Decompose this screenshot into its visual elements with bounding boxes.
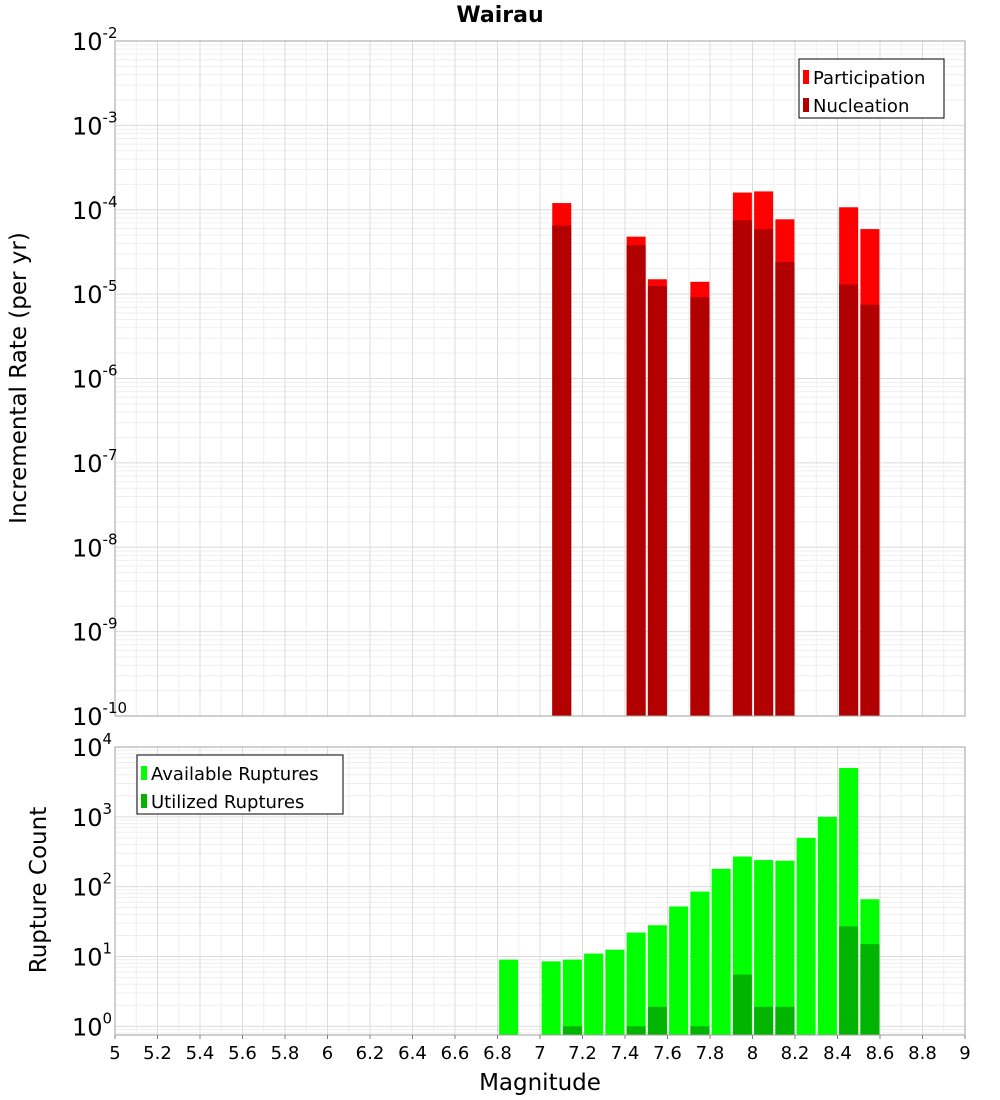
x-tick-label: 8.6 [866, 1043, 895, 1064]
chart-title: Wairau [456, 3, 543, 28]
legend-label: Nucleation [813, 96, 909, 117]
y-tick-label: 10-8 [72, 530, 118, 562]
y-tick-label: 10-2 [72, 24, 118, 56]
bar-nucleation [552, 225, 572, 716]
bar-utilized-ruptures [732, 974, 752, 1035]
bar-available-ruptures [775, 860, 795, 1035]
legend-swatch [803, 98, 809, 112]
legend-label: Utilized Ruptures [151, 792, 304, 813]
x-tick-label: 5.6 [228, 1043, 257, 1064]
legend-label: Available Ruptures [151, 764, 319, 785]
legend: Available Ruptures Utilized Ruptures [136, 754, 344, 815]
x-tick-label: 8.4 [823, 1043, 852, 1064]
legend-swatch [141, 766, 147, 780]
legend-label: Participation [813, 68, 925, 89]
bar-utilized-ruptures [754, 1006, 774, 1035]
bar-available-ruptures [605, 949, 625, 1035]
bar-utilized-ruptures [775, 1006, 795, 1035]
x-tick-label: 7.6 [653, 1043, 682, 1064]
bar-nucleation [626, 245, 646, 717]
bar-utilized-ruptures [690, 1026, 710, 1035]
bar-nucleation [647, 285, 667, 716]
legend-swatch [803, 70, 809, 84]
bar-available-ruptures [669, 906, 689, 1035]
y-tick-label: 10-4 [72, 193, 118, 225]
bar-available-ruptures [626, 932, 646, 1035]
y-tick-label: 103 [72, 800, 112, 832]
x-tick-label: 8.2 [781, 1043, 810, 1064]
x-tick-label: 6.2 [356, 1043, 385, 1064]
bottom-y-axis-label: Rupture Count [26, 807, 52, 973]
bar-available-ruptures [711, 868, 731, 1035]
y-tick-label: 10-9 [72, 615, 118, 647]
bar-utilized-ruptures [626, 1026, 646, 1035]
x-tick-label: 7.8 [696, 1043, 725, 1064]
x-tick-label: 5.4 [186, 1043, 215, 1064]
x-tick-label: 5.2 [143, 1043, 172, 1064]
bar-available-ruptures [796, 837, 816, 1035]
bar-available-ruptures [817, 816, 837, 1035]
x-tick-label: 5.8 [271, 1043, 300, 1064]
x-tick-label: 6.4 [398, 1043, 427, 1064]
x-tick-label: 5 [109, 1043, 120, 1064]
y-tick-label: 10-7 [72, 446, 118, 478]
legend-swatch [141, 794, 147, 808]
x-axis-label: Magnitude [479, 1070, 601, 1096]
x-tick-label: 6.8 [483, 1043, 512, 1064]
bar-available-ruptures [562, 959, 582, 1035]
bar-nucleation [732, 220, 752, 717]
top-plot-area: 10-10 10-9 10-8 10-7 10-6 10-5 10-4 10-3 10-2 Par… [72, 24, 966, 731]
y-tick-label: 102 [72, 870, 112, 902]
y-tick-label: 10-3 [72, 108, 118, 140]
legend: Participation Nucleation [798, 58, 945, 119]
y-tick-label: 100 [72, 1009, 112, 1041]
x-tick-label: 6.6 [441, 1043, 470, 1064]
y-tick-label: 104 [72, 730, 112, 762]
bar-nucleation [839, 284, 859, 716]
bar-available-ruptures [541, 961, 561, 1035]
bar-nucleation [690, 297, 710, 716]
y-tick-label: 10-5 [72, 277, 118, 309]
x-tick-label: 7.2 [568, 1043, 597, 1064]
bar-utilized-ruptures [562, 1026, 582, 1035]
bar-nucleation [775, 262, 795, 716]
bar-available-ruptures [754, 860, 774, 1035]
bar-utilized-ruptures [647, 1006, 667, 1035]
bar-available-ruptures [584, 953, 604, 1035]
x-tick-label: 8 [747, 1043, 758, 1064]
x-tick-label: 6 [322, 1043, 333, 1064]
top-y-axis-label: Incremental Rate (per yr) [6, 232, 32, 524]
y-tick-label: 10-10 [72, 699, 127, 731]
plot-frame [114, 40, 966, 717]
bar-utilized-ruptures [839, 926, 859, 1035]
bar-available-ruptures [499, 959, 519, 1035]
bottom-plot-area: 100 101 102 103 104 Available Ruptures Utilize… [72, 730, 971, 1064]
bar-nucleation [860, 304, 880, 716]
y-tick-label: 10-6 [72, 362, 118, 394]
x-tick-label: 7.4 [611, 1043, 640, 1064]
x-tick-label: 9 [959, 1043, 970, 1064]
bar-available-ruptures [690, 891, 710, 1035]
bar-utilized-ruptures [860, 944, 880, 1035]
y-tick-label: 101 [72, 939, 112, 971]
legend-frame [798, 58, 945, 119]
x-tick-label: 8.8 [908, 1043, 937, 1064]
legend-frame [136, 754, 344, 815]
bar-nucleation [754, 229, 774, 717]
x-tick-label: 7 [534, 1043, 545, 1064]
